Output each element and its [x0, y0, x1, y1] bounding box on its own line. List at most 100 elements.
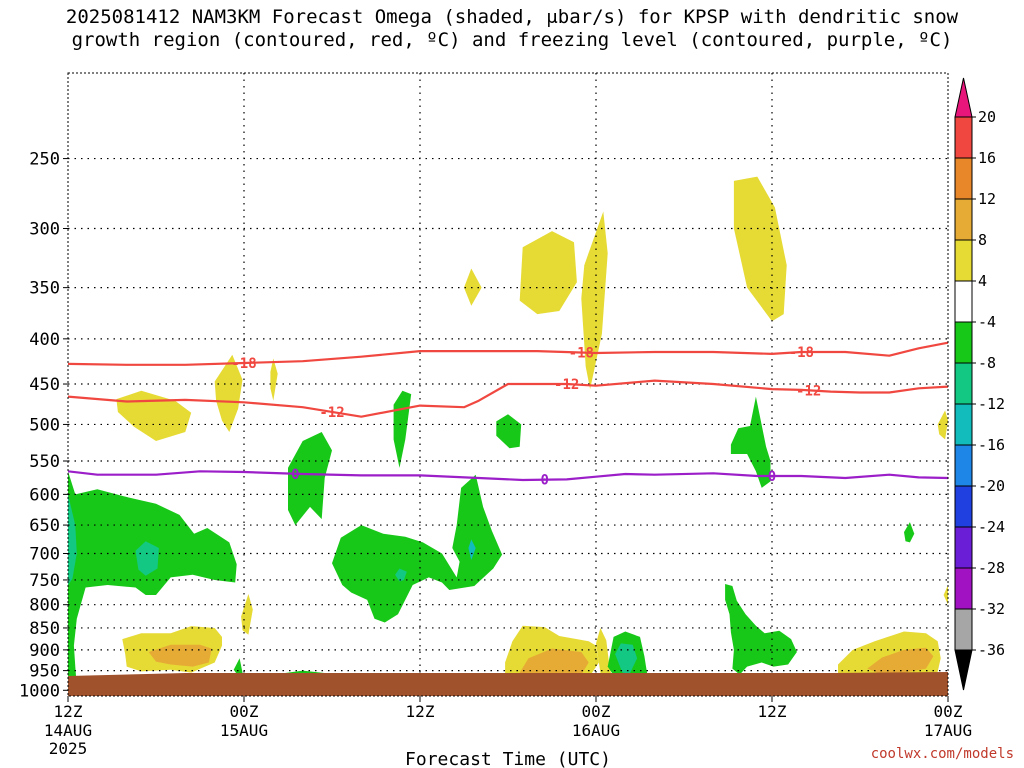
omega-region-1	[519, 231, 577, 315]
colorbar-bin-10	[954, 485, 973, 528]
x-axis-label: Forecast Time (UTC)	[405, 749, 611, 768]
colorbar-top-triangle	[954, 77, 973, 118]
y-tick-label-700: 700	[29, 544, 60, 564]
omega-region-26	[395, 568, 407, 582]
colorbar-bottom-triangle	[954, 649, 973, 691]
y-tick-label-800: 800	[29, 596, 60, 616]
omega-region-27	[468, 539, 476, 560]
y-tick-label-350: 350	[29, 279, 60, 299]
contour-line-0	[67, 341, 949, 366]
x-tick-label-0: 12Z	[54, 702, 83, 721]
x-tick-label-1: 00Z	[230, 702, 259, 721]
contour-label-1-1: -12	[554, 377, 579, 393]
omega-region-18	[68, 494, 77, 585]
x-tick-label-2: 12Z	[406, 702, 435, 721]
ground-band	[68, 676, 948, 696]
x-tick-sublabel-0-0: 14AUG	[44, 721, 92, 740]
y-tick-label-650: 650	[29, 516, 60, 536]
colorbar-bin-3	[954, 198, 973, 241]
x-tick-sublabel-0-1: 2025	[49, 739, 88, 758]
omega-region-22	[288, 432, 332, 526]
contour-label-2-1: 0	[540, 473, 548, 489]
contour-line-2	[67, 470, 949, 482]
y-tick-label-400: 400	[29, 330, 60, 350]
colorbar-bin-6	[954, 321, 973, 364]
colorbar-label-1: 16	[978, 149, 996, 167]
omega-region-5	[214, 354, 243, 432]
omega-region-16	[867, 647, 934, 675]
colorbar-bin-1	[954, 116, 973, 159]
colorbar-label-7: -12	[978, 395, 1005, 413]
y-tick-label-1000: 1000	[19, 681, 60, 701]
title-line-1: 2025081412 NAM3KM Forecast Omega (shaded…	[65, 6, 959, 28]
contour-label-0-1: -18	[569, 346, 594, 362]
omega-region-20	[233, 658, 243, 678]
y-tick-label-750: 750	[29, 571, 60, 591]
plot-frame	[67, 72, 949, 697]
colorbar-bin-4	[954, 239, 973, 282]
omega-region-33	[904, 522, 915, 543]
y-axis: 2503003504004505005506006507007508008509…	[19, 150, 68, 701]
x-tick-label-4: 12Z	[758, 702, 787, 721]
y-tick-label-250: 250	[29, 150, 60, 170]
omega-region-24	[496, 414, 522, 449]
colorbar-label-12: -32	[978, 600, 1005, 618]
omega-region-3	[733, 176, 787, 322]
colorbar-label-3: 8	[978, 231, 987, 249]
x-tick-label-5: 00Z	[934, 702, 963, 721]
temperature-contours: -18 -18 -18 -12 -12 -12 0 0 0	[67, 341, 949, 489]
y-tick-label-450: 450	[29, 375, 60, 395]
colorbar-label-4: 4	[978, 272, 987, 290]
colorbar-label-10: -24	[978, 518, 1005, 536]
colorbar-bin-7	[954, 362, 973, 405]
chart-title: 2025081412 NAM3KM Forecast Omega (shaded…	[0, 6, 1024, 52]
colorbar-bin-12	[954, 567, 973, 610]
omega-region-19	[135, 541, 159, 576]
contour-label-1-0: -12	[319, 405, 344, 421]
colorbar-label-11: -28	[978, 559, 1005, 577]
omega-region-4	[116, 390, 192, 441]
colorbar-legend: 20 16 12 8 4 -4 -8 -12 -16 -20 -24 -28 -32 -36	[954, 77, 1005, 691]
ground-edge	[68, 672, 948, 678]
colorbar-label-0: 20	[978, 108, 996, 126]
colorbar-bin-2	[954, 157, 973, 200]
omega-region-31	[725, 584, 797, 675]
omega-region-29	[615, 643, 638, 674]
contour-label-2-0: 0	[291, 467, 299, 483]
colorbar-label-6: -8	[978, 354, 996, 372]
y-tick-label-950: 950	[29, 662, 60, 682]
colorbar-bin-8	[954, 403, 973, 446]
omega-region-2	[581, 211, 608, 390]
x-tick-sublabel-3-0: 16AUG	[572, 721, 620, 740]
contour-label-1-2: -12	[796, 383, 821, 399]
omega-region-0	[464, 268, 482, 306]
x-tick-sublabel-5-0: 17AUG	[924, 721, 972, 740]
colorbar-bin-9	[954, 444, 973, 487]
y-tick-label-300: 300	[29, 220, 60, 240]
omega-region-17	[68, 471, 237, 687]
omega-region-25	[332, 474, 503, 623]
colorbar-label-5: -4	[978, 313, 996, 331]
y-tick-label-550: 550	[29, 452, 60, 472]
omega-region-32	[730, 396, 771, 488]
omega-region-6	[270, 358, 278, 401]
contour-label-2-2: 0	[768, 469, 776, 485]
colorbar-bin-5	[954, 280, 973, 323]
omega-region-11	[148, 644, 212, 667]
title-line-2: growth region (contoured, red, ºC) and f…	[71, 29, 953, 51]
colorbar-label-8: -16	[978, 436, 1005, 454]
colorbar-bin-11	[954, 526, 973, 569]
y-tick-label-850: 850	[29, 619, 60, 639]
contour-label-0-0: -18	[231, 356, 256, 372]
colorbar-label-13: -36	[978, 641, 1005, 659]
colorbar-bin-13	[954, 608, 973, 651]
contour-line-1	[67, 379, 949, 418]
colorbar-label-2: 12	[978, 190, 996, 208]
ground-layer	[68, 672, 948, 696]
y-tick-label-600: 600	[29, 485, 60, 505]
y-tick-label-500: 500	[29, 415, 60, 435]
y-tick-label-900: 900	[29, 641, 60, 661]
omega-region-9	[943, 585, 948, 605]
